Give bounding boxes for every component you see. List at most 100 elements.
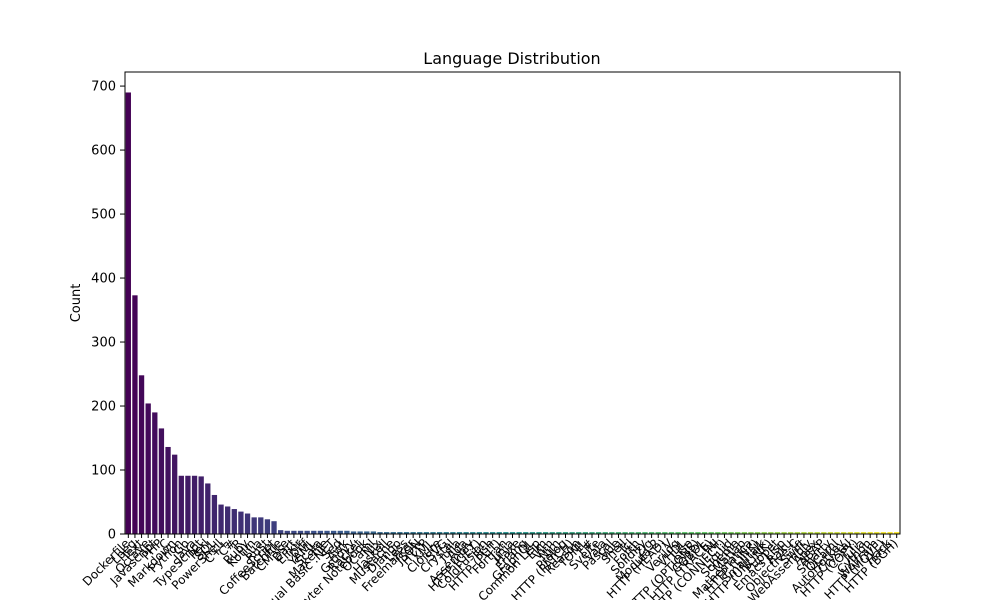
bar-69: [582, 532, 589, 534]
bar-82: [668, 532, 675, 534]
bar-60: [523, 532, 529, 534]
bar-37: [370, 531, 377, 534]
bar-72: [602, 532, 608, 534]
bar-39: [383, 532, 390, 534]
bar-17: [238, 511, 244, 534]
bar-85: [688, 532, 694, 534]
bar-79: [648, 532, 655, 534]
bar-70: [589, 532, 595, 534]
bar-46: [430, 532, 436, 534]
bar-54: [483, 532, 489, 534]
bar-75: [622, 532, 628, 534]
bar-98: [774, 532, 781, 534]
bar-102: [801, 532, 807, 534]
bar-20: [258, 517, 264, 534]
bar-49: [450, 532, 456, 534]
bar-106: [827, 532, 834, 534]
bar-66: [562, 532, 569, 534]
bar-51: [463, 532, 469, 534]
bar-24: [284, 530, 290, 534]
bar-88: [708, 532, 714, 534]
y-tick-label: 100: [91, 464, 116, 479]
bar-92: [735, 532, 741, 534]
bar-64: [549, 532, 555, 534]
bar-19: [251, 517, 257, 534]
bar-95: [754, 532, 761, 534]
bar-67: [569, 532, 575, 534]
bar-38: [377, 532, 383, 534]
bar-96: [761, 532, 767, 534]
bar-44: [417, 532, 423, 534]
y-axis: 0 100 200 300 400 500 600 700: [91, 80, 125, 543]
bar-36: [364, 531, 370, 534]
bar-4: [152, 412, 158, 534]
bar-3: [145, 403, 151, 534]
bar-7: [172, 454, 178, 534]
bar-116: [894, 532, 900, 534]
bar-84: [682, 532, 688, 534]
bar-90: [721, 532, 728, 534]
y-tick-label: 600: [91, 144, 116, 159]
bar-22: [271, 521, 277, 534]
plot-frame: [124, 71, 901, 535]
bar-6: [165, 446, 171, 534]
bar-33: [344, 530, 350, 534]
bar-43: [410, 532, 416, 534]
bar-93: [741, 532, 747, 534]
bar-105: [821, 532, 827, 534]
bar-42: [403, 532, 410, 534]
bar-34: [350, 531, 357, 534]
bar-111: [860, 532, 867, 534]
bar-110: [854, 532, 860, 534]
y-tick-label: 200: [91, 400, 116, 415]
bar-59: [516, 532, 522, 534]
bar-13: [211, 494, 218, 534]
bar-104: [814, 532, 820, 534]
bar-103: [807, 532, 814, 534]
bar-71: [595, 532, 602, 534]
bar-18: [244, 513, 251, 534]
bar-107: [834, 532, 840, 534]
bar-58: [509, 532, 516, 534]
bar-26: [297, 530, 304, 534]
bar-115: [887, 532, 893, 534]
bar-55: [489, 532, 496, 534]
y-tick-label: 300: [91, 336, 116, 351]
bar-97: [768, 532, 774, 534]
bar-52: [470, 532, 476, 534]
bar-27: [304, 530, 310, 534]
bar-16: [231, 509, 237, 534]
bar-100: [788, 532, 794, 534]
bar-32: [337, 530, 343, 534]
bar-81: [662, 532, 668, 534]
bar-101: [794, 532, 800, 534]
bar-41: [397, 532, 403, 534]
bar-14: [218, 504, 224, 534]
y-tick-label: 0: [108, 528, 116, 543]
bar-30: [324, 530, 330, 534]
bar-76: [629, 532, 635, 534]
bar-12: [205, 483, 211, 534]
bar-29: [317, 530, 324, 534]
bar-56: [496, 532, 502, 534]
bar-86: [695, 532, 701, 534]
bar-48: [443, 532, 449, 534]
bar-50: [456, 532, 463, 534]
y-tick-label: 500: [91, 208, 116, 223]
bar-1: [132, 295, 138, 534]
bar-112: [867, 532, 873, 534]
bar-108: [841, 532, 847, 534]
bar-31: [331, 530, 337, 534]
bar-11: [198, 476, 204, 534]
bar-91: [728, 532, 734, 534]
bar-40: [390, 532, 396, 534]
bar-78: [642, 532, 648, 534]
x-axis: DockerfileLpegTextOctaveJavascriptPHPCMa…: [80, 534, 901, 600]
bar-68: [576, 532, 582, 534]
bar-25: [291, 530, 297, 534]
bars-group: [125, 92, 900, 535]
bar-35: [357, 531, 363, 534]
bar-45: [423, 532, 430, 534]
bar-5: [158, 428, 165, 534]
